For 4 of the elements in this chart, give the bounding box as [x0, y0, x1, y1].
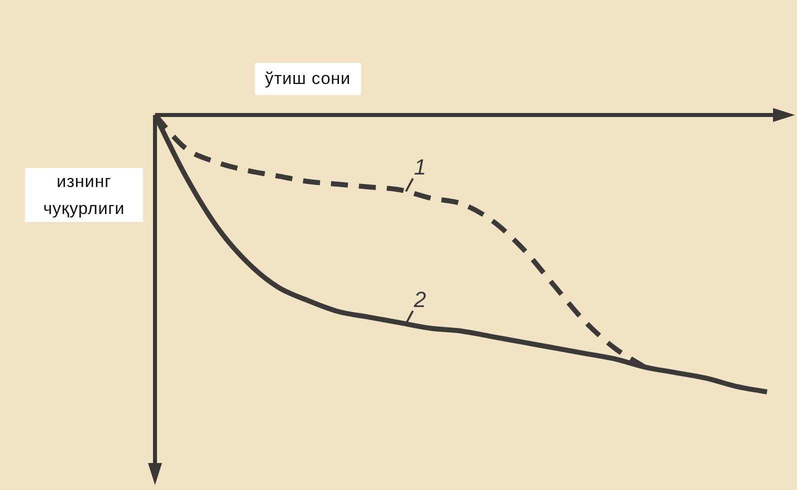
- series-label: 1: [414, 154, 426, 180]
- x-axis-title: ўтиш сони: [255, 63, 361, 95]
- y-axis-title: изнинг чуқурлиги: [25, 168, 143, 222]
- series-label: 2: [412, 286, 426, 312]
